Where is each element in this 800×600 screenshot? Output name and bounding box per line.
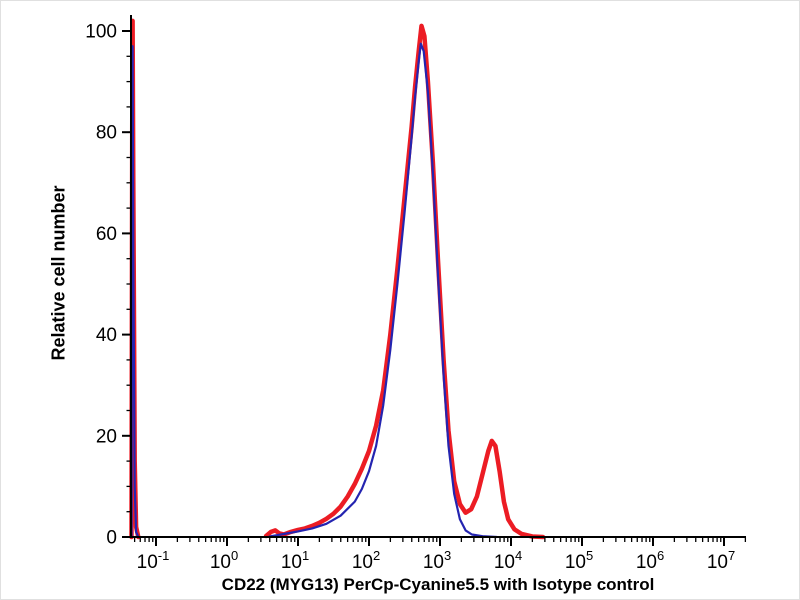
y-axis-title: Relative cell number	[48, 185, 69, 361]
x-axis-title: CD22 (MYG13) PerCp-Cyanine5.5 with Isoty…	[221, 575, 655, 594]
y-tick-label: 0	[106, 528, 117, 549]
series-curve-isotype-control-1	[268, 42, 498, 539]
y-tick-label: 40	[96, 325, 117, 346]
y-tick-label: 20	[96, 426, 117, 447]
y-tick-label: 80	[96, 123, 117, 144]
series-curve-isotype-control-0	[130, 45, 140, 539]
y-tick-label: 100	[85, 22, 117, 43]
y-tick-label: 60	[96, 224, 117, 245]
